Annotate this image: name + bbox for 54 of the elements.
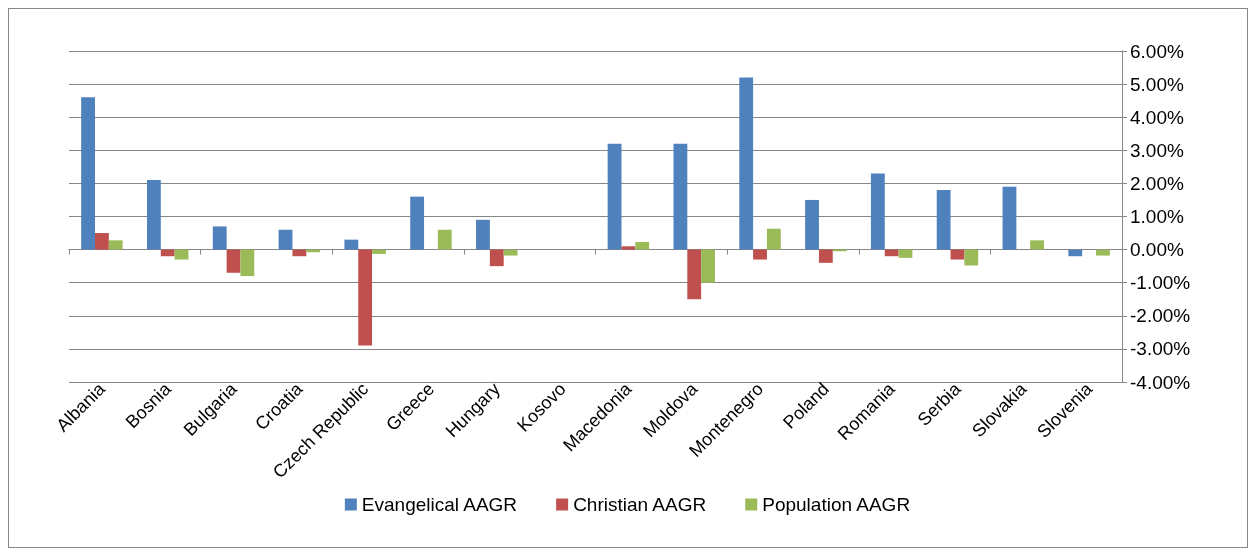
bar	[635, 241, 650, 250]
bar	[1030, 240, 1045, 250]
bar	[81, 97, 95, 250]
legend-label: Population AAGR	[762, 494, 911, 515]
bar	[1002, 186, 1017, 250]
bar	[476, 219, 490, 250]
y-tick-label: 3.00%	[1130, 139, 1184, 161]
bar	[226, 249, 241, 273]
bar	[673, 143, 688, 250]
bar	[240, 249, 255, 277]
bar	[410, 196, 425, 250]
y-tick-label: 5.00%	[1130, 73, 1184, 95]
y-tick-label: -4.00%	[1130, 371, 1191, 393]
bar	[278, 229, 293, 250]
bar	[950, 249, 965, 260]
y-tick-label: 1.00%	[1130, 206, 1184, 227]
y-tick-label: 4.00%	[1130, 106, 1184, 128]
bar	[607, 143, 622, 250]
bar	[964, 249, 979, 266]
bar	[936, 190, 951, 250]
bar	[108, 240, 123, 250]
legend-label: Evangelical AAGR	[361, 494, 518, 515]
bar	[753, 249, 767, 260]
bar	[687, 249, 702, 300]
bar	[898, 249, 913, 258]
bar	[805, 199, 819, 250]
bar	[292, 249, 307, 257]
bar	[884, 249, 899, 257]
bar	[344, 239, 359, 250]
y-tick-label: -3.00%	[1130, 338, 1191, 360]
bar	[818, 249, 833, 263]
bar	[1068, 249, 1083, 257]
y-tick-label: -2.00%	[1130, 305, 1191, 327]
bar	[621, 246, 636, 250]
bar	[174, 249, 189, 260]
bar	[701, 249, 715, 283]
bar	[870, 173, 885, 250]
bar	[437, 229, 452, 250]
bar	[212, 226, 227, 250]
y-tick-label: 0.00%	[1130, 239, 1184, 261]
bar	[95, 233, 109, 250]
bar	[160, 249, 175, 257]
legend-label: Christian AAGR	[573, 494, 707, 515]
y-tick-label: -1.00%	[1130, 272, 1191, 294]
bar	[146, 180, 161, 250]
bar	[1096, 249, 1110, 256]
bar	[358, 249, 373, 346]
bar	[489, 249, 504, 267]
y-tick-label: 6.00%	[1130, 40, 1184, 62]
bar	[372, 249, 386, 254]
bar	[766, 228, 781, 250]
bar	[503, 249, 518, 256]
bar	[739, 77, 754, 250]
y-tick-label: 2.00%	[1130, 172, 1184, 194]
